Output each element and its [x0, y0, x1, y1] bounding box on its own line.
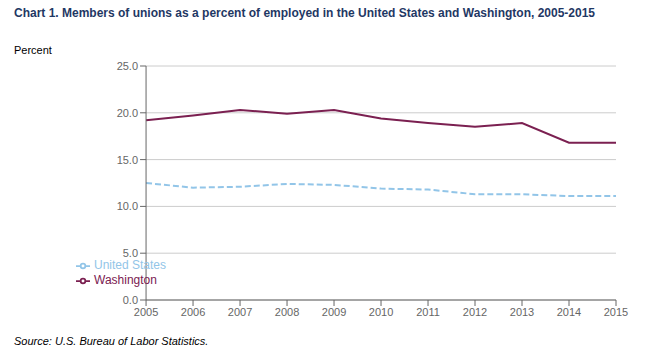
svg-text:2009: 2009	[322, 306, 346, 318]
svg-text:15.0: 15.0	[117, 154, 138, 166]
svg-text:5.0: 5.0	[123, 247, 138, 259]
svg-text:2010: 2010	[369, 306, 393, 318]
svg-text:2006: 2006	[181, 306, 205, 318]
svg-text:25.0: 25.0	[117, 60, 138, 72]
svg-text:2008: 2008	[275, 306, 299, 318]
svg-text:2011: 2011	[416, 306, 440, 318]
svg-text:2005: 2005	[134, 306, 158, 318]
html-text:Percent: Percent	[14, 44, 52, 56]
svg-text:2012: 2012	[463, 306, 487, 318]
html-text:Washington: Washington	[94, 273, 157, 288]
svg-text:10.0: 10.0	[117, 200, 138, 212]
svg-text:2013: 2013	[510, 306, 534, 318]
svg-text:20.0: 20.0	[117, 107, 138, 119]
svg-text:2007: 2007	[228, 306, 252, 318]
html-text:Chart 1. Members of unions as: Chart 1. Members of unions as a percent …	[14, 6, 595, 20]
svg-text:2014: 2014	[557, 306, 581, 318]
svg-text:0.0: 0.0	[123, 294, 138, 306]
svg-text:2015: 2015	[604, 306, 628, 318]
html-text:Source: U.S. Bureau of Labor S: Source: U.S. Bureau of Labor Statistics.	[14, 335, 209, 347]
html-text:United States: United States	[94, 258, 166, 273]
